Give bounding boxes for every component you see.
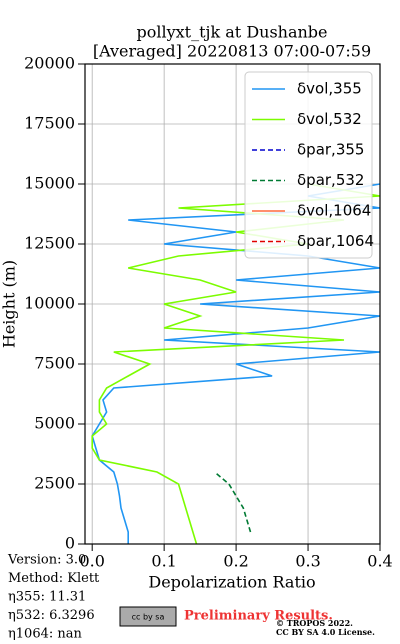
legend-box bbox=[244, 71, 373, 259]
info-text: Version: 3.0 bbox=[7, 553, 86, 568]
legend-label: δpar,355 bbox=[297, 141, 364, 159]
y-tick-label: 17500 bbox=[24, 114, 75, 133]
cc-logo bbox=[119, 606, 177, 627]
y-tick-label: 12500 bbox=[24, 234, 75, 253]
legend-label: δvol,1064 bbox=[297, 202, 371, 220]
y-tick-label: 20000 bbox=[24, 54, 75, 73]
plot-frame bbox=[84, 63, 381, 545]
chart-title: pollyxt_tjk at Dushanbe bbox=[136, 23, 327, 42]
y-tick-label: 10000 bbox=[24, 294, 75, 313]
x-axis-label: Depolarization Ratio bbox=[148, 573, 315, 592]
y-axis-label: Height (m) bbox=[0, 260, 19, 348]
y-tick-label: 15000 bbox=[24, 174, 75, 193]
info-text: η355: 11.31 bbox=[8, 590, 86, 605]
series-line bbox=[91, 183, 381, 544]
info-text: Method: Klett bbox=[8, 571, 100, 586]
y-tick-label: 5000 bbox=[34, 414, 75, 433]
x-tick-label: 0.1 bbox=[151, 552, 176, 571]
legend-label: δvol,532 bbox=[297, 110, 362, 128]
info-text: η1064: nan bbox=[8, 627, 83, 641]
x-tick-label: 0.2 bbox=[223, 552, 248, 571]
x-tick-label: 0.4 bbox=[367, 552, 392, 571]
copyright: © TROPOS 2022. bbox=[276, 618, 353, 628]
notice: Preliminary Results. bbox=[184, 609, 333, 624]
x-tick-label: 0.3 bbox=[295, 552, 320, 571]
chart-subtitle: [Averaged] 20220813 07:00-07:59 bbox=[93, 42, 371, 61]
cc-logo-text: cc by sa bbox=[132, 613, 165, 622]
y-tick-label: 2500 bbox=[34, 474, 75, 493]
legend-label: δvol,355 bbox=[297, 80, 362, 98]
copyright: CC BY SA 4.0 License. bbox=[276, 627, 375, 637]
info-text: η532: 6.3296 bbox=[8, 608, 95, 623]
legend-label: δpar,532 bbox=[297, 171, 364, 189]
series-line bbox=[213, 471, 252, 533]
y-tick-label: 0 bbox=[65, 534, 75, 553]
x-tick-label: 0.0 bbox=[79, 552, 104, 571]
legend-label: δpar,1064 bbox=[297, 232, 374, 250]
y-tick-label: 7500 bbox=[34, 354, 75, 373]
